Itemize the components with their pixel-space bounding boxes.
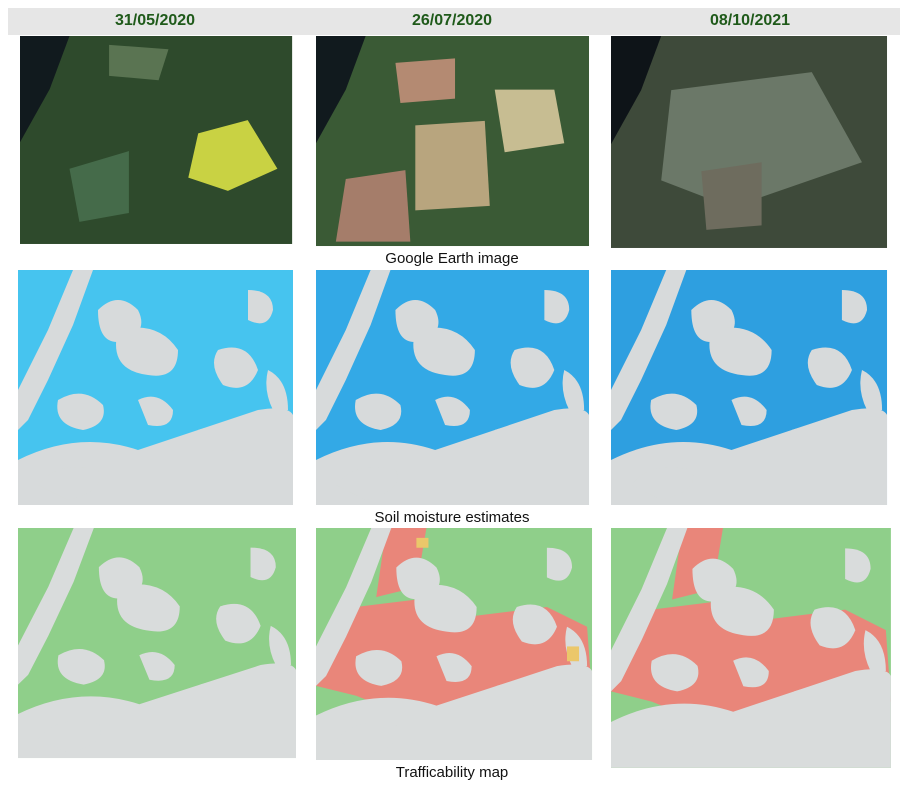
satellite-image xyxy=(316,36,590,247)
moisture-map xyxy=(611,270,888,505)
row-caption: Soil moisture estimates xyxy=(374,509,529,526)
date: 08/10/2021 xyxy=(710,12,790,29)
moisture-map xyxy=(18,270,293,505)
header-bar xyxy=(8,8,900,35)
date: 31/05/2020 xyxy=(115,12,195,29)
satellite-image xyxy=(20,36,293,244)
row-caption: Google Earth image xyxy=(385,250,518,267)
trafficability-map xyxy=(611,528,891,768)
row-caption: Trafficability map xyxy=(396,764,509,781)
satellite-image xyxy=(611,36,888,248)
trafficability-map xyxy=(316,528,593,760)
date: 26/07/2020 xyxy=(412,12,492,29)
trafficability-map xyxy=(18,528,297,759)
moisture-map xyxy=(316,270,590,505)
